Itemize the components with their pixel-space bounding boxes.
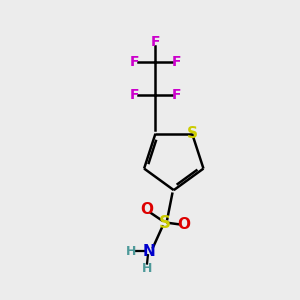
Text: F: F (129, 55, 139, 69)
Text: O: O (140, 202, 153, 217)
Text: S: S (187, 126, 198, 141)
Text: S: S (159, 214, 171, 232)
Text: O: O (177, 217, 190, 232)
Text: F: F (151, 34, 160, 49)
Text: N: N (142, 244, 155, 259)
Text: H: H (125, 244, 136, 258)
Text: F: F (129, 88, 139, 102)
Text: F: F (172, 88, 182, 102)
Text: H: H (142, 262, 152, 275)
Text: F: F (172, 55, 182, 69)
